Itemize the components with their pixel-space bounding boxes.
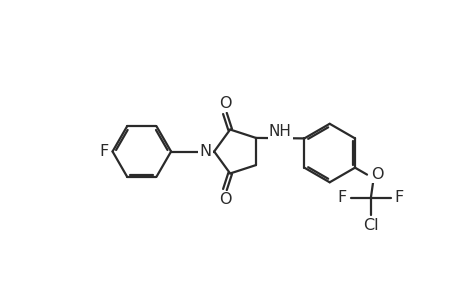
Text: Cl: Cl	[362, 218, 378, 233]
Text: F: F	[394, 190, 403, 205]
Text: N: N	[199, 144, 212, 159]
Text: O: O	[370, 167, 382, 182]
Text: F: F	[99, 144, 108, 159]
Text: O: O	[218, 192, 231, 207]
Text: F: F	[337, 190, 346, 205]
Text: O: O	[218, 96, 231, 111]
Text: NH: NH	[268, 124, 291, 139]
